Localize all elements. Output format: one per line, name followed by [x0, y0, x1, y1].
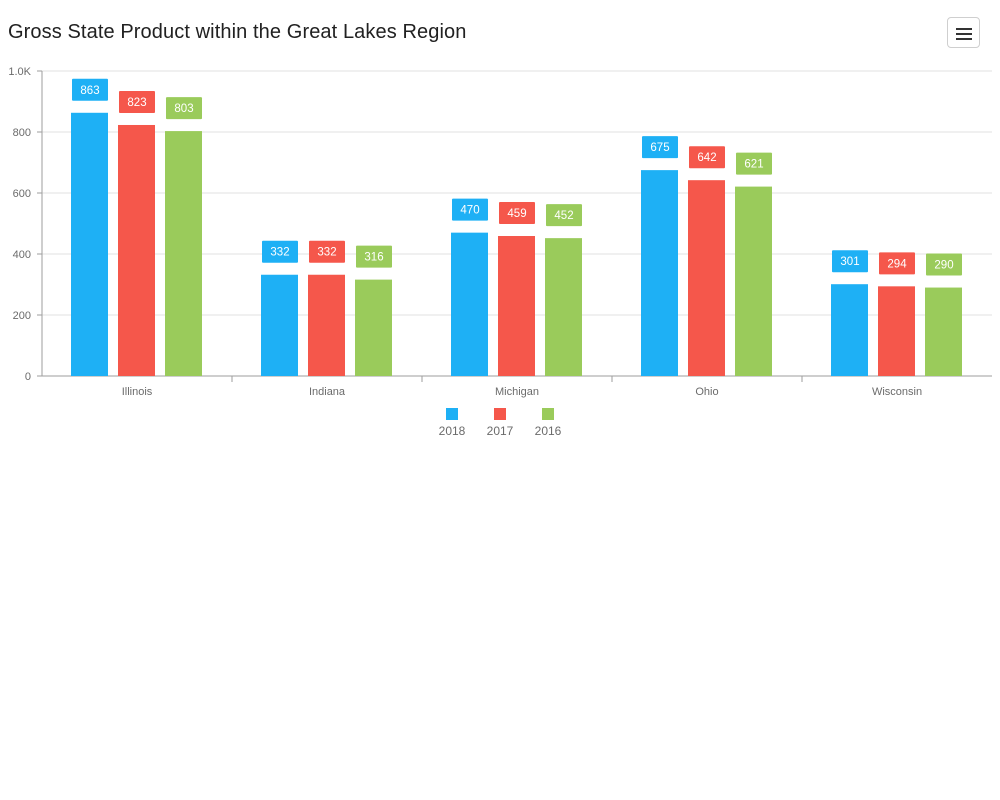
bar[interactable]	[641, 170, 678, 376]
bar[interactable]	[831, 284, 868, 376]
bar[interactable]	[165, 131, 202, 376]
data-label: 332	[270, 247, 289, 259]
legend-swatch[interactable]	[494, 408, 506, 420]
data-label-box	[356, 245, 392, 268]
data-label-box	[736, 152, 772, 175]
y-tick-label: 400	[13, 249, 31, 261]
data-label-box	[309, 240, 345, 263]
data-label: 290	[934, 260, 953, 272]
bar[interactable]	[735, 186, 772, 376]
bars	[71, 112, 962, 376]
data-label: 301	[840, 256, 859, 268]
data-label-box	[499, 202, 535, 225]
data-label: 675	[650, 142, 669, 154]
data-label-box	[832, 250, 868, 273]
legend-label[interactable]: 2016	[535, 424, 562, 438]
data-label-box	[262, 240, 298, 263]
x-tick-label: Indiana	[309, 386, 346, 398]
data-label-box	[926, 253, 962, 276]
data-label-box	[642, 136, 678, 159]
data-label: 642	[697, 152, 716, 164]
data-label: 803	[174, 103, 193, 115]
x-axis-ticks: Illinois Indiana Michigan Ohio Wisconsin	[122, 376, 922, 398]
y-tick-label: 800	[13, 127, 31, 139]
chart-menu-button[interactable]	[947, 17, 980, 48]
data-label: 294	[887, 258, 907, 270]
data-label: 332	[317, 247, 336, 259]
bar[interactable]	[925, 287, 962, 376]
bar[interactable]	[545, 238, 582, 376]
bar[interactable]	[451, 232, 488, 376]
legend: 2018 2017 2016	[439, 408, 562, 438]
y-axis-ticks: 0 200 400 600 800 1.0K	[8, 66, 42, 383]
bar[interactable]	[118, 124, 155, 376]
data-label: 863	[80, 85, 99, 97]
data-label-box	[689, 146, 725, 169]
legend-label[interactable]: 2017	[487, 424, 514, 438]
data-label-box	[166, 97, 202, 120]
hamburger-menu-icon	[956, 33, 972, 35]
legend-label[interactable]: 2018	[439, 424, 466, 438]
data-label: 823	[127, 97, 146, 109]
data-label: 316	[364, 252, 383, 264]
data-label: 470	[460, 205, 479, 217]
hamburger-menu-icon	[956, 38, 972, 40]
data-label-box	[452, 198, 488, 221]
y-tick-label: 600	[13, 188, 31, 200]
data-label: 459	[507, 208, 526, 220]
x-tick-label: Illinois	[122, 386, 153, 398]
data-label-box	[879, 252, 915, 275]
bar[interactable]	[71, 112, 108, 376]
bar[interactable]	[878, 286, 915, 376]
data-label-box	[546, 204, 582, 227]
x-tick-label: Ohio	[695, 386, 718, 398]
bar[interactable]	[355, 279, 392, 376]
y-tick-label: 200	[13, 310, 31, 322]
data-label: 621	[744, 159, 763, 171]
y-tick-label: 1.0K	[8, 66, 31, 78]
x-tick-label: Wisconsin	[872, 386, 922, 398]
bar[interactable]	[261, 274, 298, 376]
bar[interactable]	[688, 180, 725, 376]
data-label-box	[119, 90, 155, 113]
data-label-box	[72, 78, 108, 101]
data-labels: 863 332 470 675 301 823 332 459 642 294 803 316 452 6…	[72, 78, 962, 276]
bar-chart: 0 200 400 600 800 1.0K 863 332 470 675 301 823 332 4…	[8, 66, 992, 438]
hamburger-menu-icon	[956, 28, 972, 30]
y-tick-label: 0	[25, 371, 31, 383]
legend-swatch[interactable]	[446, 408, 458, 420]
x-tick-label: Michigan	[495, 386, 539, 398]
data-label: 452	[554, 210, 573, 222]
chart-title: Gross State Product within the Great Lak…	[8, 21, 467, 43]
legend-swatch[interactable]	[542, 408, 554, 420]
bar[interactable]	[498, 236, 535, 376]
bar[interactable]	[308, 274, 345, 376]
